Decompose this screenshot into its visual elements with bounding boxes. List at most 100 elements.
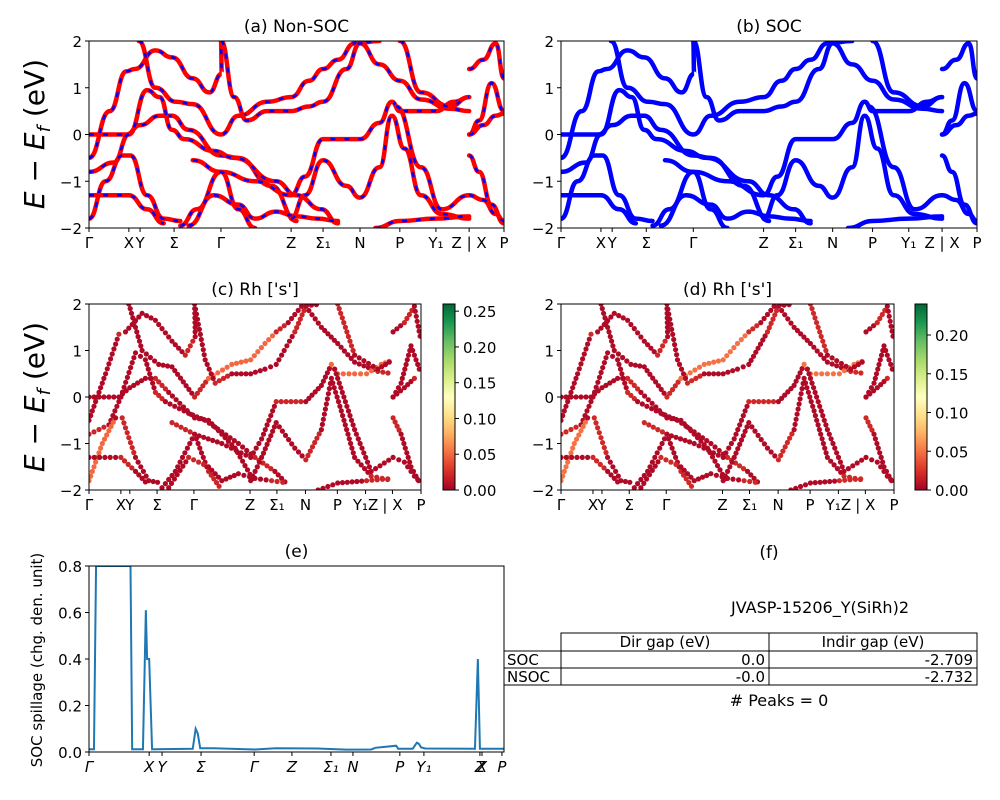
band-point [852, 476, 859, 482]
x-tick-label: Γ [557, 234, 566, 252]
band-point [152, 317, 158, 323]
band-point [286, 338, 293, 344]
band-point [242, 463, 248, 469]
band-point [583, 394, 589, 400]
band-point [859, 457, 865, 463]
band-point [252, 468, 258, 474]
band-point [570, 385, 576, 391]
band-point [585, 454, 591, 460]
band-point [283, 399, 289, 405]
band-point [791, 427, 797, 433]
band-point [411, 304, 417, 309]
y-tick-label: 1 [544, 80, 554, 98]
band-point [297, 316, 303, 322]
band-point [667, 390, 673, 396]
band-point [720, 371, 726, 377]
band-point [781, 304, 787, 308]
band-point [93, 399, 99, 405]
band-point [623, 385, 629, 391]
band-point [335, 399, 342, 405]
colorbar-tick-label: 0.25 [463, 303, 496, 321]
band-point [142, 357, 148, 363]
colorbar-tick-label: 0.10 [463, 410, 496, 428]
band-point [680, 472, 687, 478]
band-line [466, 80, 504, 137]
band-point [611, 378, 617, 384]
y-tick-label: 0.2 [58, 698, 82, 716]
band-point [733, 431, 739, 437]
band-point [750, 353, 757, 359]
band-point [625, 389, 631, 395]
band-point [795, 374, 801, 380]
band-point [871, 388, 877, 394]
band-point [638, 389, 644, 395]
band-point [396, 427, 402, 433]
band-point [838, 360, 845, 367]
band-point [379, 476, 386, 482]
band-point [730, 476, 736, 482]
peaks-count-label: # Peaks = 0 [730, 691, 829, 710]
band-point [651, 349, 657, 355]
band-point [884, 304, 890, 309]
band-point [204, 361, 210, 367]
band-point [561, 394, 564, 400]
band-point [321, 411, 327, 417]
y-tick-label: 0.4 [58, 651, 82, 669]
band-point [361, 450, 367, 456]
band-point [136, 472, 142, 478]
band-line [466, 111, 504, 137]
x-tick-label: Z [286, 234, 296, 252]
band-point [195, 440, 201, 447]
band-line [691, 41, 945, 123]
band-point [303, 457, 309, 463]
x-tick-label: Σ₁ [788, 234, 804, 252]
band-point [666, 414, 672, 420]
band-point [779, 395, 785, 401]
band-point [779, 307, 785, 314]
band-point [112, 408, 118, 414]
band-point [202, 417, 208, 423]
band-point [134, 329, 140, 335]
band-point [224, 443, 230, 449]
band-point [782, 444, 788, 450]
band-point [272, 468, 278, 474]
band-point [615, 351, 622, 357]
band-point [720, 454, 726, 460]
band-point [683, 476, 689, 482]
band-point [339, 315, 345, 321]
band-line-dashed [399, 41, 470, 108]
band-point [405, 382, 411, 388]
band-point [203, 379, 209, 385]
band-point [561, 413, 566, 419]
x-tick-label: X [596, 234, 606, 252]
band-point [712, 458, 718, 464]
band-point [132, 468, 139, 474]
band-point [740, 466, 747, 472]
band-point [563, 464, 569, 470]
band-point [674, 417, 681, 423]
band-point [257, 368, 263, 374]
band-point [238, 450, 244, 456]
band-point [785, 389, 791, 395]
band-line-dashed [180, 170, 256, 228]
band-point [225, 373, 231, 379]
axes-frame [560, 303, 895, 491]
band-point [219, 478, 225, 484]
x-tick-label: Y₁ [416, 758, 431, 776]
band-point [782, 392, 788, 398]
band-point [746, 399, 752, 405]
band-point [340, 413, 346, 419]
band-point [103, 371, 109, 377]
band-point [350, 347, 356, 354]
band-point [821, 355, 827, 361]
band-point [817, 329, 823, 335]
band-point [805, 389, 812, 395]
band-point [169, 364, 175, 370]
band-point [159, 382, 165, 388]
band-point [774, 308, 780, 314]
band-point [135, 380, 141, 386]
band-point [355, 458, 361, 464]
band-point [655, 383, 662, 389]
band-point [401, 385, 407, 391]
